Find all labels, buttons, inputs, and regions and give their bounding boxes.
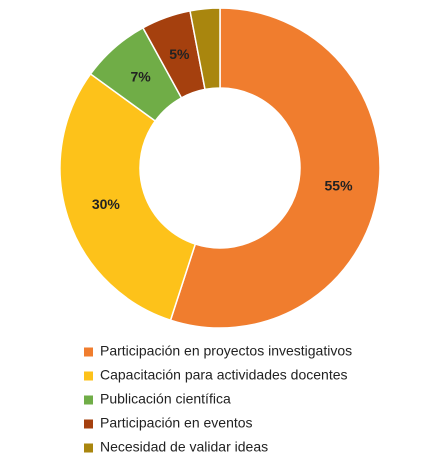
legend-label: Capacitación para actividades docentes — [100, 367, 348, 383]
legend-swatch — [84, 371, 93, 381]
legend-swatch — [84, 419, 93, 429]
data-label: 5% — [169, 46, 190, 62]
data-label: 55% — [325, 177, 354, 193]
donut-slice — [189, 7, 221, 91]
legend-label: Publicación científica — [100, 391, 231, 407]
legend-label: Participación en eventos — [100, 415, 253, 431]
donut-slice — [59, 72, 197, 322]
data-label: 30% — [92, 196, 121, 212]
legend-swatch — [84, 395, 93, 405]
data-label: 7% — [131, 69, 152, 85]
legend-swatch — [84, 347, 93, 357]
legend-label: Necesidad de validar ideas — [100, 439, 268, 455]
legend-label: Participación en proyectos investigativo… — [100, 343, 352, 359]
legend-swatch — [84, 443, 93, 453]
donut-slice — [169, 7, 381, 329]
